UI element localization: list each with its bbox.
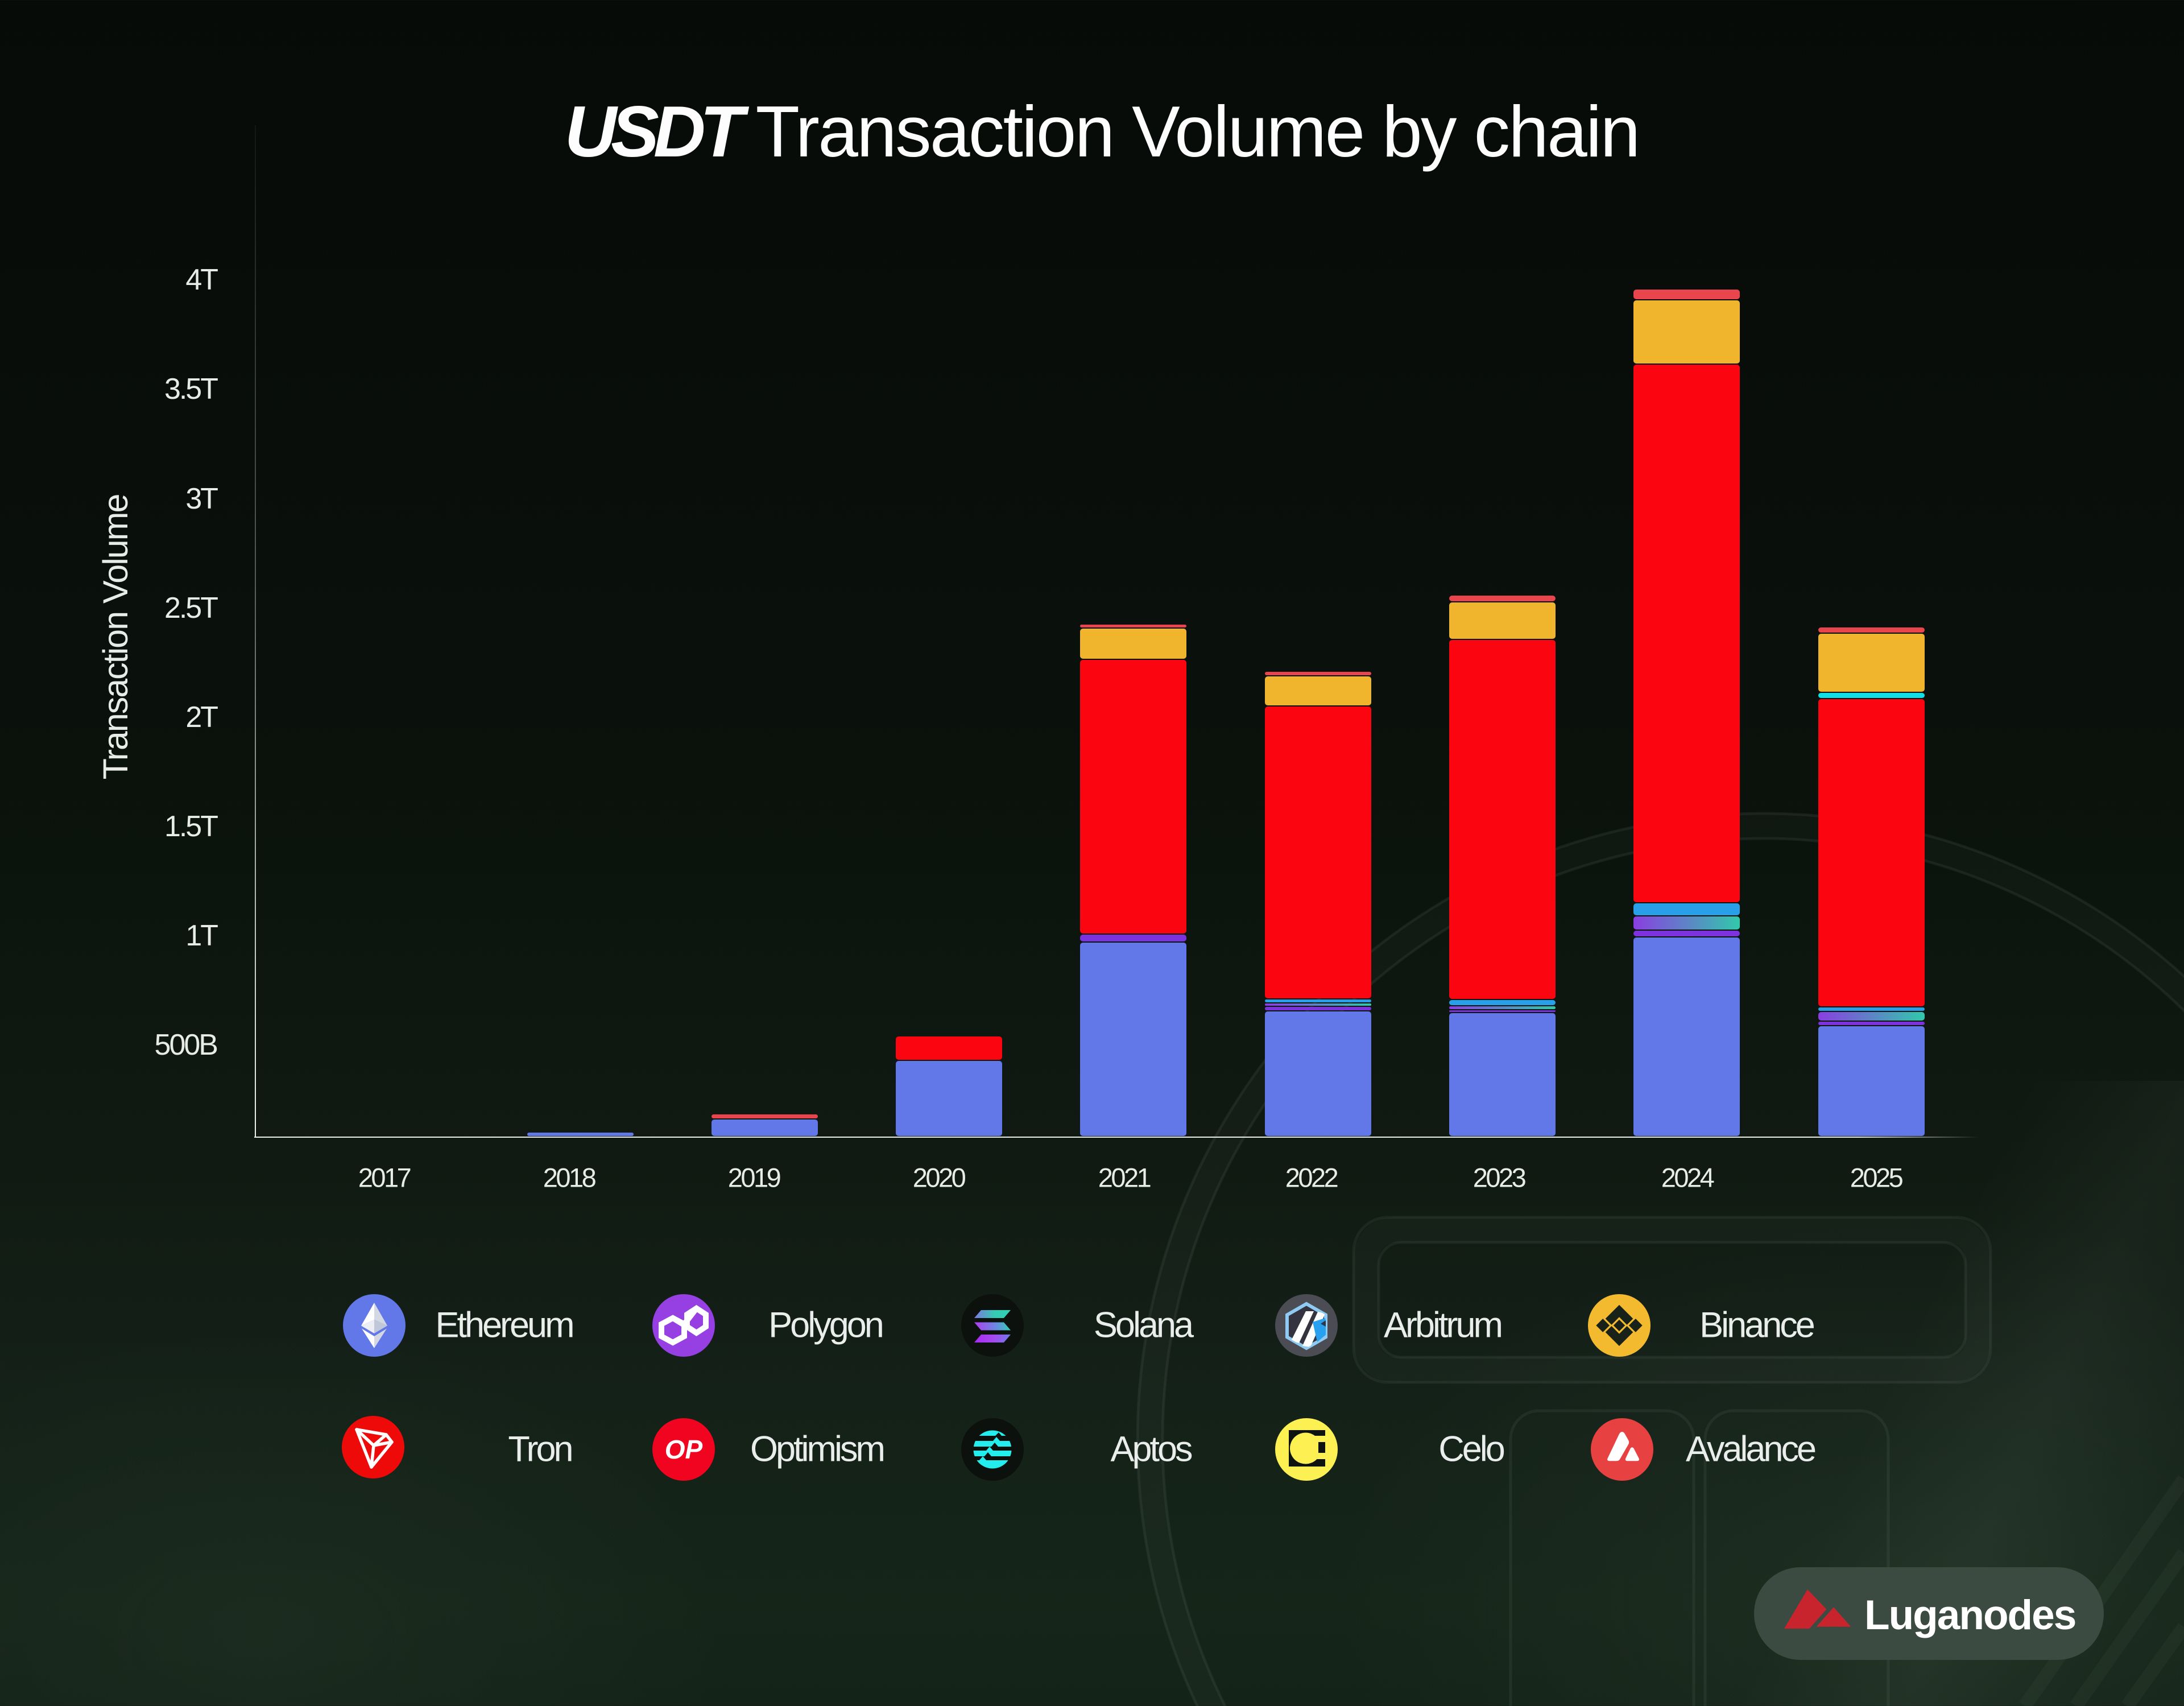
svg-text:OP: OP (665, 1435, 703, 1464)
